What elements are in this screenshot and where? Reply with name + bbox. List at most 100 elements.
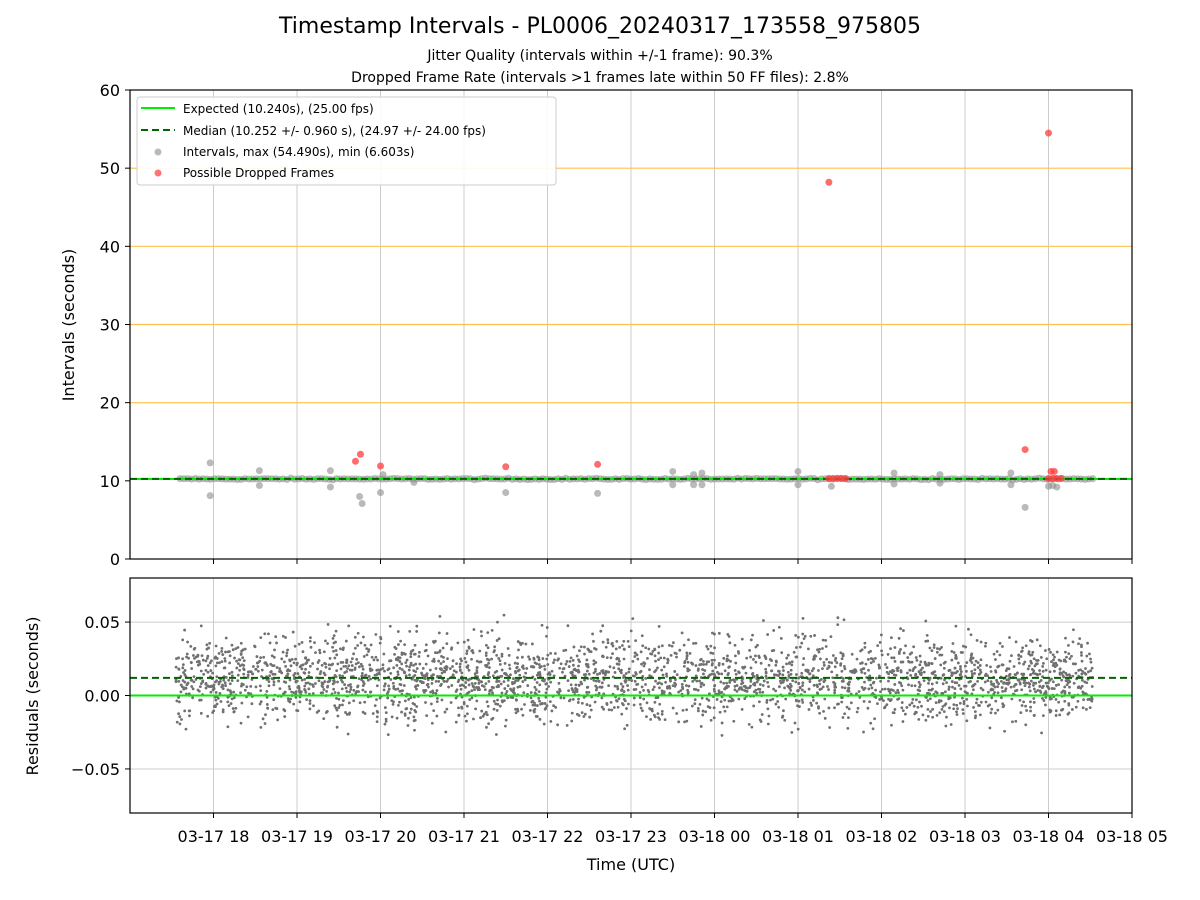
residual-point	[562, 696, 566, 700]
x-tick-label: 03-18 04	[1013, 827, 1085, 846]
residual-point	[1001, 705, 1005, 709]
residual-point	[585, 664, 589, 668]
residual-point	[788, 686, 792, 690]
residual-point	[995, 680, 999, 684]
residual-point	[585, 690, 589, 694]
residual-point	[860, 686, 864, 689]
residual-point	[760, 713, 764, 716]
residual-point	[189, 661, 193, 664]
residual-point	[908, 668, 912, 672]
residual-point	[1064, 679, 1068, 683]
residual-point	[816, 685, 819, 689]
residual-point	[230, 643, 234, 647]
dropped-frame-point	[1057, 474, 1065, 482]
residual-point	[947, 685, 951, 689]
residual-point	[208, 661, 212, 665]
residual-point	[781, 715, 784, 719]
residual-point	[694, 641, 698, 645]
residual-point	[520, 655, 524, 659]
residual-point	[665, 672, 668, 676]
residual-point	[498, 704, 502, 708]
residual-point	[301, 650, 305, 654]
residual-point	[1033, 713, 1036, 717]
residual-point	[307, 658, 311, 662]
residual-point	[537, 663, 541, 666]
residual-point	[940, 646, 943, 649]
residual-point	[487, 666, 491, 669]
residual-point	[314, 651, 317, 654]
residual-point	[373, 673, 377, 677]
residual-point	[191, 687, 195, 691]
residual-point	[267, 680, 271, 683]
residual-point	[918, 663, 922, 667]
residual-point	[269, 662, 273, 666]
intervals-y-tick-label: 60	[100, 81, 120, 100]
residual-point	[246, 675, 250, 679]
residual-point	[185, 655, 188, 659]
residual-point	[569, 683, 573, 687]
residual-point	[831, 654, 835, 657]
residual-point	[214, 664, 218, 668]
residual-point	[308, 702, 312, 705]
residual-point	[521, 713, 525, 717]
residual-point	[375, 684, 379, 688]
residual-point	[374, 633, 378, 636]
residual-point	[727, 635, 731, 638]
residual-point	[600, 669, 604, 673]
residual-point	[1000, 696, 1003, 700]
residual-point	[486, 704, 490, 708]
residual-point	[743, 665, 747, 669]
residual-point	[755, 691, 759, 695]
residual-point	[652, 685, 656, 689]
residual-point	[534, 714, 538, 718]
residual-point	[769, 698, 772, 702]
residual-point	[840, 686, 844, 689]
residual-point	[766, 681, 770, 684]
residual-point	[959, 687, 963, 691]
residual-point	[1080, 653, 1083, 657]
residual-point	[918, 654, 922, 658]
residual-point	[785, 678, 789, 682]
residual-point	[442, 660, 445, 664]
residual-point	[224, 684, 227, 687]
residual-point	[841, 716, 845, 719]
residual-point	[654, 679, 657, 683]
residual-point	[938, 711, 942, 715]
residual-point	[554, 705, 558, 709]
residual-point	[592, 671, 596, 675]
residual-point	[449, 701, 453, 704]
residual-point	[931, 715, 935, 719]
residual-point	[1018, 698, 1022, 702]
residual-point	[710, 658, 714, 662]
residual-point	[413, 728, 416, 732]
residual-point	[183, 709, 187, 713]
residual-point	[627, 667, 631, 671]
residual-point	[213, 656, 217, 660]
residual-point	[247, 691, 250, 695]
residual-point	[192, 675, 196, 679]
residual-point	[179, 690, 183, 694]
residual-point	[642, 697, 646, 701]
residual-point	[570, 670, 574, 674]
legend-dropped-swatch	[154, 169, 162, 177]
residual-point	[640, 685, 644, 689]
residual-point	[502, 680, 506, 684]
residual-point	[500, 652, 504, 656]
residual-point	[457, 714, 461, 717]
residual-point	[532, 709, 536, 713]
residual-point	[1061, 674, 1065, 678]
residual-point	[439, 662, 443, 665]
residual-point	[552, 661, 555, 665]
residual-point	[550, 669, 554, 673]
residual-point	[645, 701, 649, 705]
x-tick-label: 03-17 21	[428, 827, 500, 846]
residual-point	[359, 662, 363, 666]
residual-point	[415, 679, 419, 683]
residual-point	[1041, 684, 1045, 688]
residual-point	[192, 680, 196, 684]
residual-point	[996, 685, 1000, 689]
residual-point	[855, 657, 859, 661]
residual-point	[863, 645, 867, 649]
